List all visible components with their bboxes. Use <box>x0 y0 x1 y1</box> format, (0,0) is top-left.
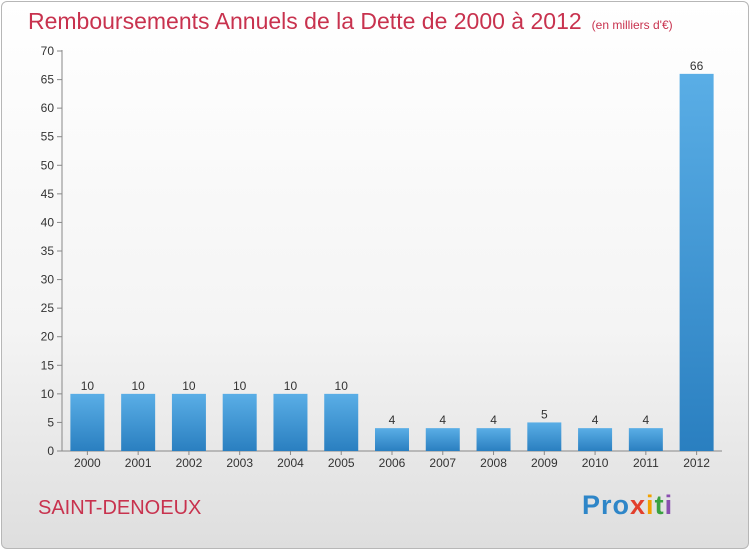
bar-value-label: 10 <box>335 379 349 393</box>
bar <box>70 393 105 451</box>
logo-part-3: i <box>646 490 655 520</box>
bar <box>222 393 257 451</box>
x-tick-label: 2008 <box>480 456 507 470</box>
x-tick-label: 2009 <box>531 456 558 470</box>
x-tick-label: 2011 <box>633 456 659 470</box>
x-tick-label: 2004 <box>277 456 304 470</box>
y-tick-label: 35 <box>41 244 55 258</box>
y-tick-label: 25 <box>41 301 55 315</box>
y-tick-label: 70 <box>41 44 55 58</box>
y-tick-label: 45 <box>41 187 55 201</box>
logo-part-1: Pro <box>582 490 631 520</box>
x-tick-label: 2001 <box>125 456 152 470</box>
y-tick-label: 15 <box>41 358 55 372</box>
logo-part-5: i <box>664 490 674 520</box>
bar <box>273 393 308 451</box>
bar <box>324 393 359 451</box>
y-tick-label: 65 <box>41 73 55 87</box>
bar <box>628 428 663 451</box>
bar <box>476 428 511 451</box>
logo-part-4: t <box>654 490 665 520</box>
bar-value-label: 10 <box>284 379 298 393</box>
bar-chart: 0510152025303540455055606570102000102001… <box>41 44 722 470</box>
y-tick-label: 5 <box>47 415 54 429</box>
x-tick-label: 2006 <box>379 456 406 470</box>
commune-name: SAINT-DENOEUX <box>38 497 202 519</box>
x-tick-label: 2003 <box>226 456 253 470</box>
chart-subtitle: (en milliers d'€) <box>591 18 673 32</box>
y-tick-label: 10 <box>41 387 55 401</box>
y-tick-label: 40 <box>41 215 55 229</box>
x-tick-label: 2010 <box>582 456 609 470</box>
x-tick-label: 2000 <box>74 456 101 470</box>
x-tick-label: 2005 <box>328 456 355 470</box>
proxiti-logo: Proxiti <box>582 490 673 521</box>
y-tick-label: 0 <box>47 444 54 458</box>
chart-title-text: Remboursements Annuels de la Dette de 20… <box>28 8 582 34</box>
bar <box>527 422 562 451</box>
bar-value-label: 10 <box>131 379 145 393</box>
bar-value-label: 10 <box>233 379 247 393</box>
bar-value-label: 66 <box>690 59 704 73</box>
bar <box>121 393 156 451</box>
bar-value-label: 10 <box>81 379 95 393</box>
chart-title: Remboursements Annuels de la Dette de 20… <box>28 8 673 35</box>
bar-value-label: 4 <box>643 413 650 427</box>
x-tick-label: 2012 <box>683 456 710 470</box>
y-tick-label: 60 <box>41 101 55 115</box>
bar <box>171 393 206 451</box>
bar-value-label: 5 <box>541 407 548 421</box>
x-tick-label: 2002 <box>176 456 203 470</box>
bar-value-label: 4 <box>592 413 599 427</box>
y-tick-label: 20 <box>41 330 55 344</box>
y-tick-label: 50 <box>41 158 55 172</box>
bar <box>375 428 409 451</box>
bar <box>578 428 613 451</box>
y-tick-label: 55 <box>41 130 55 144</box>
bar-value-label: 4 <box>439 413 446 427</box>
y-tick-label: 30 <box>41 273 55 287</box>
bar-value-label: 4 <box>490 413 497 427</box>
bar <box>425 428 460 451</box>
logo-part-2: x <box>630 490 647 520</box>
bar-value-label: 4 <box>389 413 396 427</box>
x-tick-label: 2007 <box>429 456 456 470</box>
bar-value-label: 10 <box>182 379 196 393</box>
bar <box>679 73 714 451</box>
